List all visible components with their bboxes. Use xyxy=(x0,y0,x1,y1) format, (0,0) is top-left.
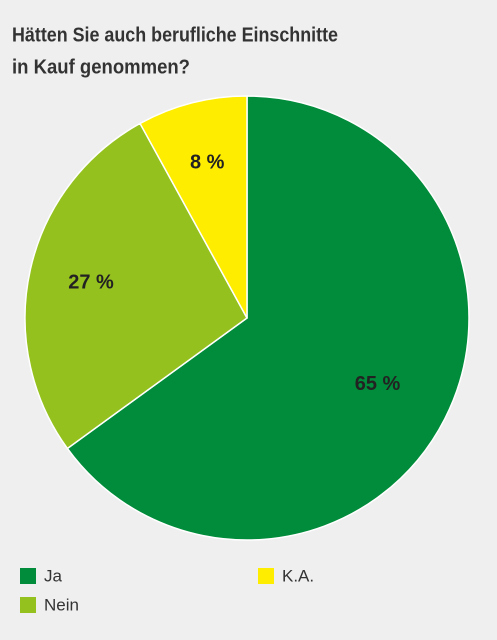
data-label: 27 % xyxy=(68,271,114,293)
legend-label: Ja xyxy=(44,566,63,585)
pie-slice xyxy=(66,95,470,541)
legend-swatch xyxy=(20,568,36,584)
data-label: 8 % xyxy=(190,151,225,173)
chart-title: Hätten Sie auch berufliche Einschnitte xyxy=(12,24,338,46)
pie-slice xyxy=(24,122,248,450)
legend-label: Nein xyxy=(44,595,79,614)
data-label: 65 % xyxy=(355,373,401,395)
legend-swatch xyxy=(258,568,274,584)
pie-slice xyxy=(139,95,248,319)
chart-title: in Kauf genommen? xyxy=(12,56,190,78)
legend-label: K.A. xyxy=(282,566,314,585)
legend-swatch xyxy=(20,597,36,613)
